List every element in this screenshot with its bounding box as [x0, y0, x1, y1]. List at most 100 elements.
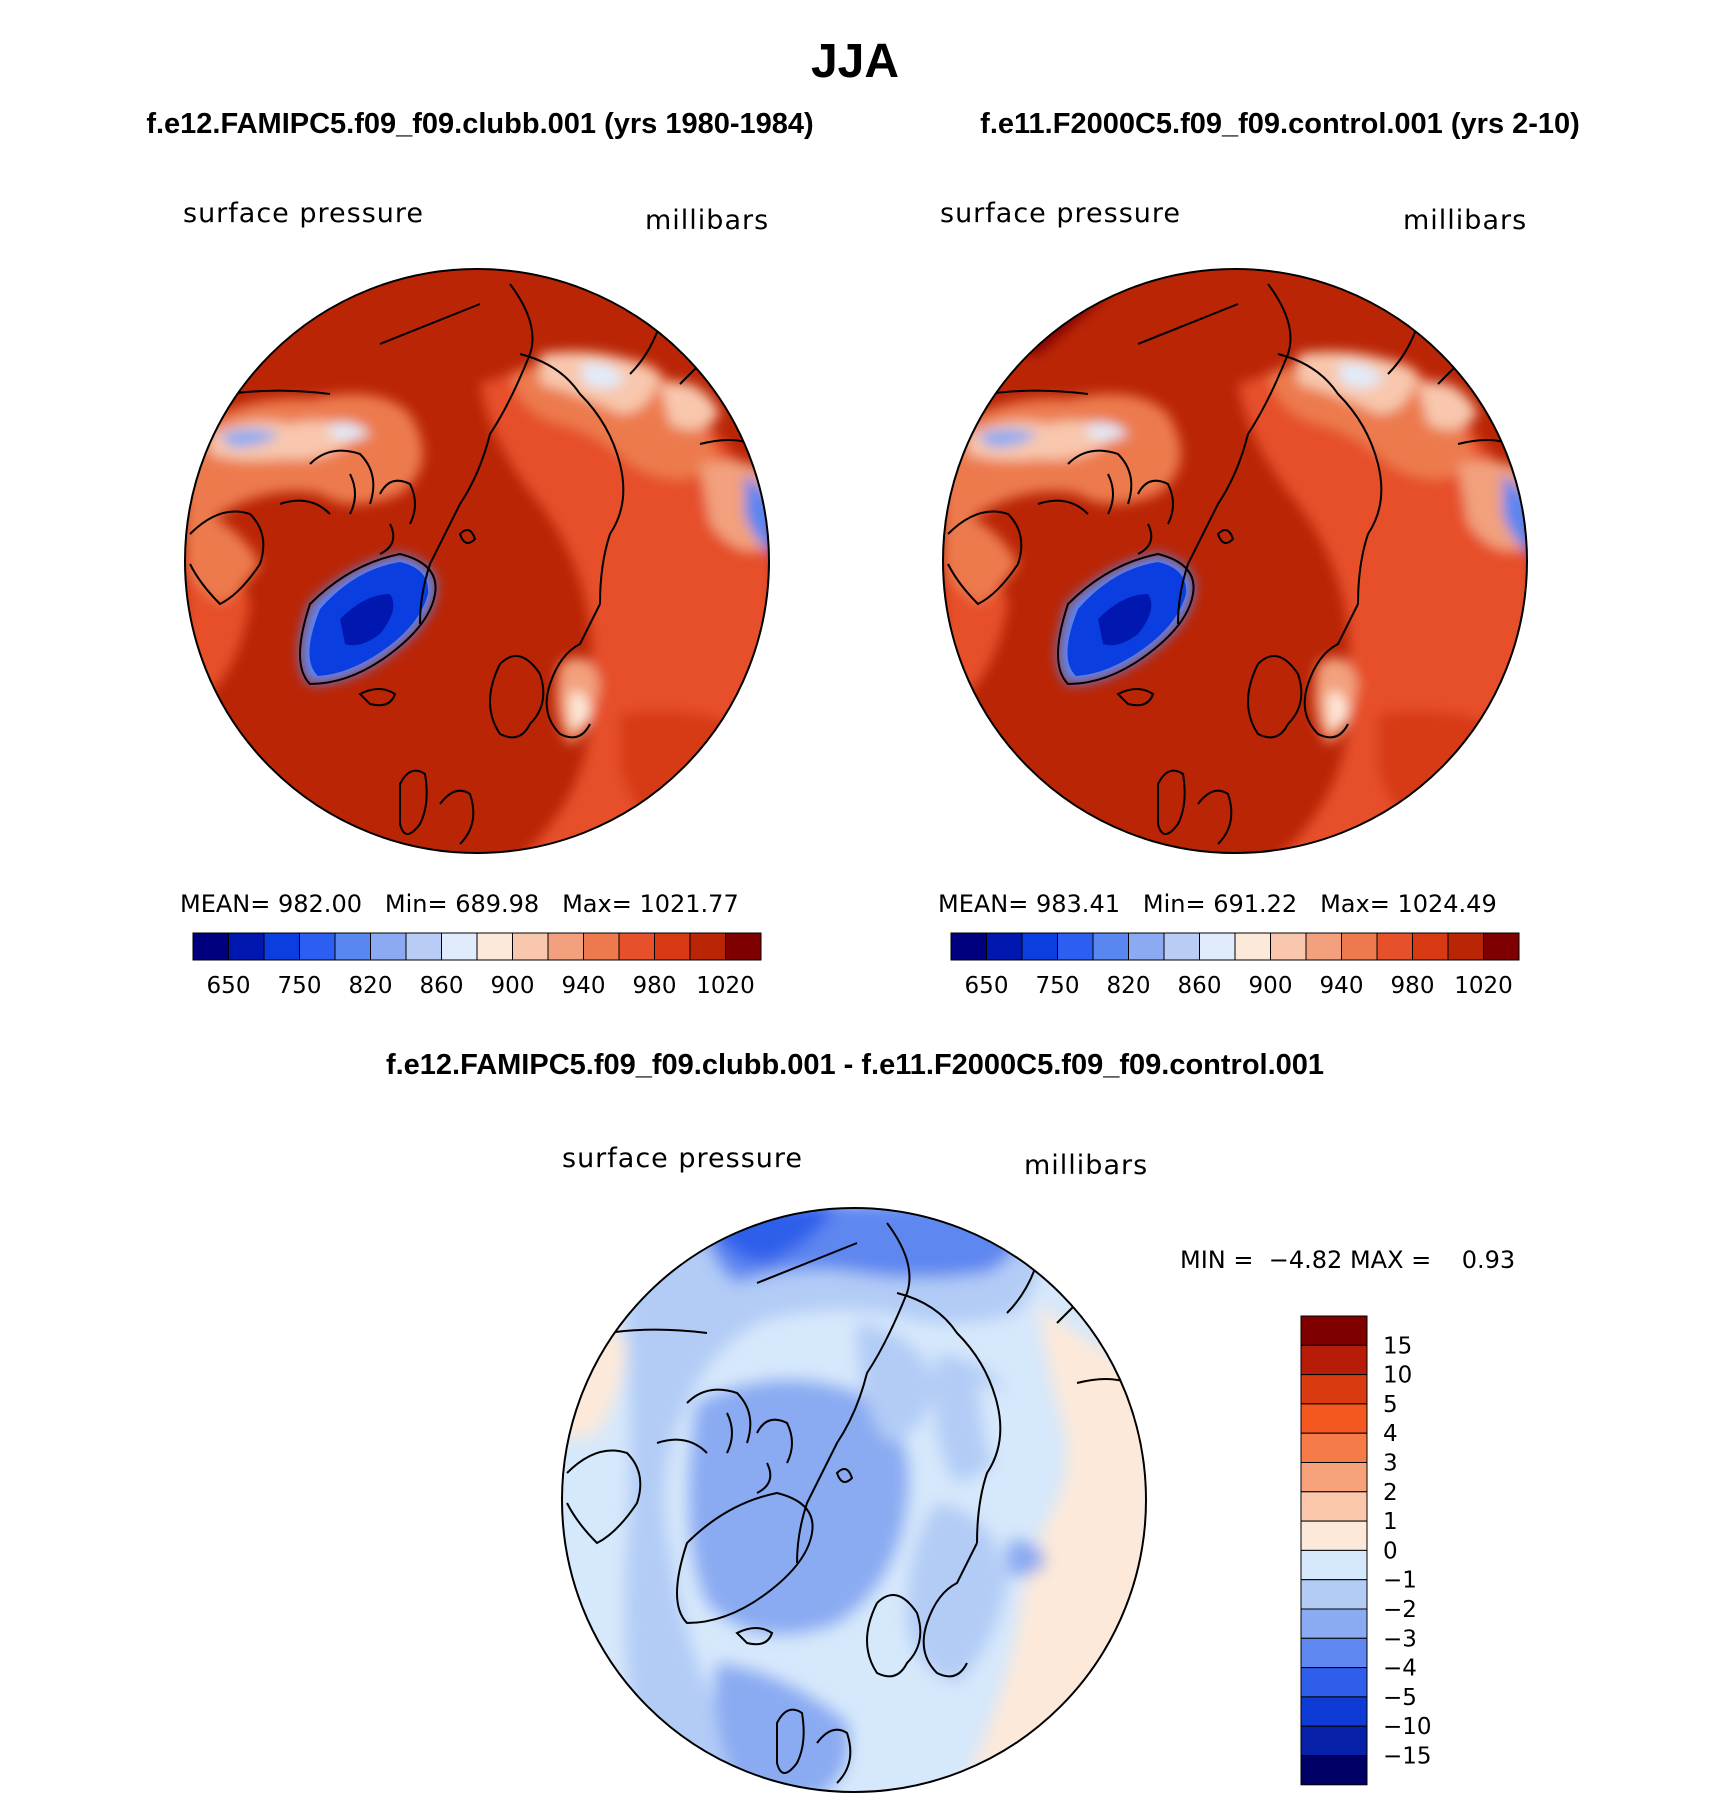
panel1-variable-label: surface pressure [183, 198, 424, 229]
panel1-colorbar-box-9 [512, 932, 549, 961]
panel2-colorbar-box-4 [1092, 932, 1129, 961]
panel3-colorbar-tick: 5 [1383, 1392, 1398, 1418]
panel1-title: f.e12.FAMIPC5.f09_f09.clubb.001 (yrs 198… [146, 108, 814, 140]
panel3-colorbar-box-5 [1300, 1462, 1368, 1493]
panel3-title: f.e12.FAMIPC5.f09_f09.clubb.001 - f.e11.… [385, 1049, 1325, 1081]
panel1-colorbar-box-15 [725, 932, 762, 961]
panel2-max-value: 1024.49 [1397, 890, 1497, 918]
panel3-colorbar-tick: −3 [1383, 1626, 1417, 1652]
panel2-colorbar-box-2 [1021, 932, 1058, 961]
panel1-colorbar-tick: 940 [562, 973, 606, 999]
panel2-colorbar-tick: 900 [1249, 973, 1293, 999]
panel1-colorbar-box-14 [689, 932, 726, 961]
panel1-stats: MEAN= 982.00 Min= 689.98 Max= 1021.77 [180, 890, 739, 918]
panel2-colorbar-box-10 [1305, 932, 1342, 961]
panel2-stats: MEAN= 983.41 Min= 691.22 Max= 1024.49 [938, 890, 1497, 918]
panel2-colorbar-tick: 940 [1320, 973, 1364, 999]
panel3-colorbar-box-9 [1300, 1579, 1368, 1610]
panel2-title: f.e11.F2000C5.f09_f09.control.001 (yrs 2… [980, 108, 1580, 140]
panel3-stats: MIN = −4.82 MAX = 0.93 [1180, 1246, 1515, 1274]
panel2-colorbar-box-13 [1412, 932, 1449, 961]
panel2-colorbar-tick: 650 [965, 973, 1009, 999]
panel3-colorbar-box-14 [1300, 1725, 1368, 1757]
panel2-colorbar-tick: 980 [1391, 973, 1435, 999]
panel1-min-value: 689.98 [455, 890, 540, 918]
panel3-colorbar-tick: −15 [1383, 1744, 1432, 1770]
panel3-colorbar-tick: −1 [1383, 1568, 1417, 1594]
panel2-map [942, 268, 1528, 854]
panel1-colorbar-box-2 [263, 932, 300, 961]
panel2-colorbar-box-12 [1376, 932, 1413, 961]
panel2-units-label: millibars [1403, 205, 1528, 236]
panel3-colorbar-tick: 2 [1383, 1480, 1398, 1506]
panel3-map [561, 1207, 1147, 1793]
panel3-colorbar-tick: 0 [1383, 1538, 1398, 1564]
panel1-colorbar-box-11 [583, 932, 620, 961]
panel1-map [184, 268, 770, 854]
panel2-mean-value: 983.41 [1036, 890, 1120, 918]
panel1-colorbar-box-8 [476, 932, 513, 961]
panel2-colorbar: 650 750 820 860 900 940 980 1020 [950, 932, 1520, 999]
panel1-colorbar-box-13 [654, 932, 691, 961]
panel3-min-value: −4.82 [1268, 1246, 1343, 1274]
panel3-colorbar-box-7 [1300, 1520, 1368, 1551]
panel3-min-label: MIN = [1180, 1246, 1254, 1274]
panel3-colorbar-box-3 [1300, 1403, 1368, 1434]
panel3-colorbar-box-2 [1300, 1374, 1368, 1405]
panel2-colorbar-box-14 [1447, 932, 1484, 961]
panel1-max-label: Max= [562, 890, 632, 918]
panel1-colorbar-box-5 [370, 932, 407, 961]
panel3-colorbar-tick: −10 [1383, 1714, 1432, 1740]
panel1-colorbar-tick: 860 [420, 973, 464, 999]
panel1-colorbar: 650 750 820 860 900 940 980 1020 [192, 932, 762, 999]
panel1-colorbar-box-4 [334, 932, 371, 961]
panel1-max-value: 1021.77 [639, 890, 739, 918]
panel3-variable-label: surface pressure [562, 1143, 803, 1174]
panel1-mean-value: 982.00 [278, 890, 362, 918]
panel2-min-label: Min= [1142, 890, 1206, 918]
panel2-colorbar-box-3 [1057, 932, 1094, 961]
panel3-colorbar-box-13 [1300, 1696, 1368, 1727]
panel1-colorbar-box-7 [441, 932, 478, 961]
panel2-colorbar-box-8 [1234, 932, 1271, 961]
panel1-colorbar-box-10 [547, 932, 584, 961]
panel3-colorbar-box-8 [1300, 1549, 1368, 1581]
panel1-colorbar-box-1 [228, 932, 265, 961]
panel2-colorbar-box-5 [1128, 932, 1165, 961]
panel2-variable-label: surface pressure [940, 198, 1181, 229]
panel3-colorbar-tick: 10 [1383, 1363, 1412, 1389]
panel3-colorbar-tick: 1 [1383, 1509, 1398, 1535]
panel3-units-label: millibars [1024, 1150, 1149, 1181]
panel3-colorbar-tick: 15 [1383, 1333, 1412, 1359]
panel1-colorbar-box-6 [405, 932, 442, 961]
panel2-colorbar-tick: 1020 [1454, 973, 1513, 999]
panel1-colorbar-tick: 820 [349, 973, 393, 999]
panel3-colorbar-tick: −5 [1383, 1685, 1417, 1711]
panel2-colorbar-tick: 860 [1178, 973, 1222, 999]
panel2-min-value: 691.22 [1213, 890, 1298, 918]
panel2-max-label: Max= [1320, 890, 1390, 918]
panel3-colorbar-tick: −4 [1383, 1656, 1417, 1682]
panel1-min-label: Min= [384, 890, 448, 918]
panel1-colorbar-tick: 750 [278, 973, 322, 999]
panel2-colorbar-tick: 820 [1107, 973, 1151, 999]
panel3-colorbar-tick: −2 [1383, 1597, 1417, 1623]
panel2-colorbar-box-9 [1270, 932, 1307, 961]
panel3-colorbar-tick: 4 [1383, 1421, 1398, 1447]
panel2-mean-label: MEAN= [938, 890, 1029, 918]
panel3-colorbar-box-1 [1300, 1344, 1368, 1376]
panel3-max-label: MAX = [1349, 1246, 1432, 1274]
panel1-units-label: millibars [645, 205, 770, 236]
panel3-colorbar-box-12 [1300, 1667, 1368, 1698]
panel1-colorbar-tick: 980 [633, 973, 677, 999]
panel1-colorbar-tick: 900 [491, 973, 535, 999]
panel3-max-value: 0.93 [1461, 1246, 1516, 1274]
panel2-colorbar-box-11 [1341, 932, 1378, 961]
panel2-colorbar-box-0 [950, 932, 987, 961]
panel2-colorbar-box-7 [1199, 932, 1236, 961]
panel3-colorbar-box-11 [1300, 1637, 1368, 1669]
panel3-colorbar-box-0 [1300, 1315, 1368, 1346]
panel1-colorbar-box-0 [192, 932, 229, 961]
panel2-colorbar-box-6 [1163, 932, 1200, 961]
